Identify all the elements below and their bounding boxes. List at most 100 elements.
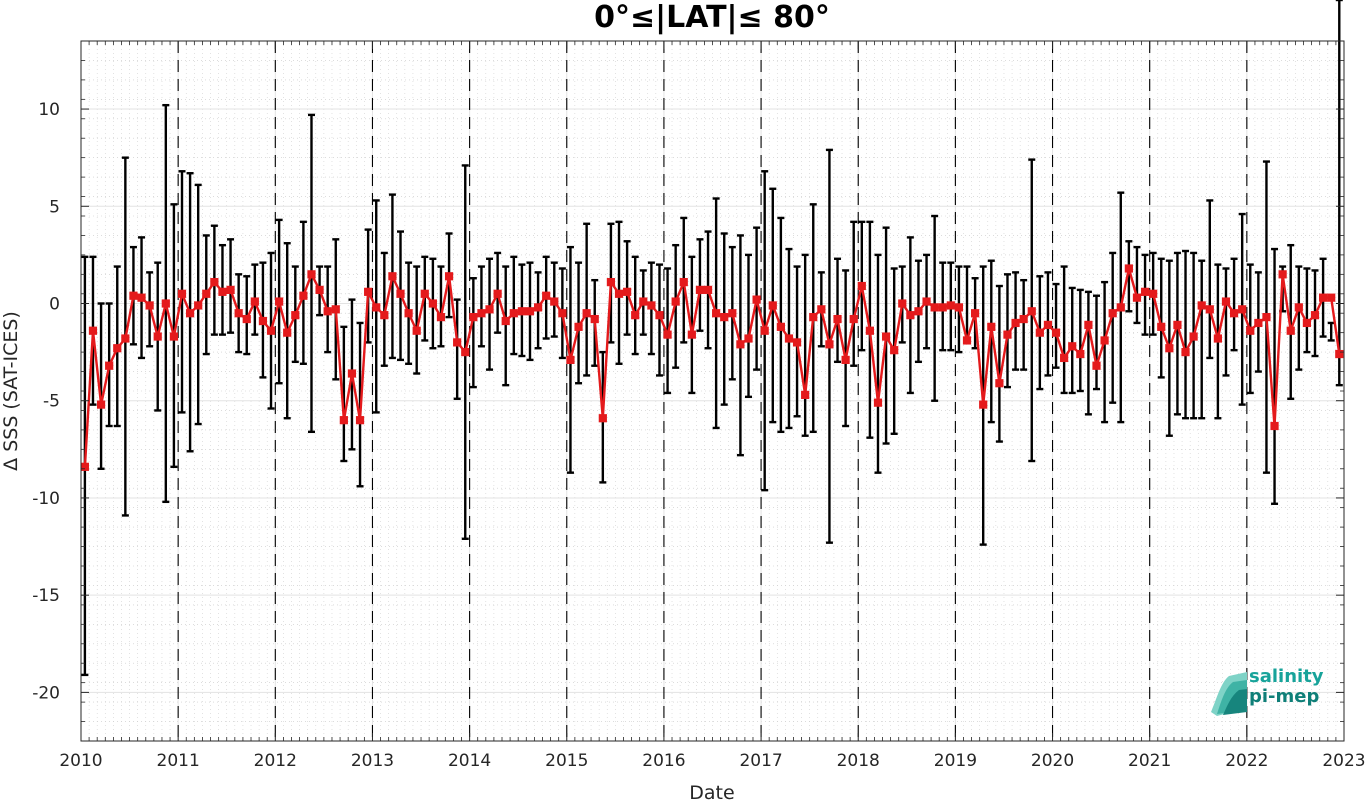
data-point [1246,326,1255,335]
chart-title: 0°≤|LAT|≤ 80° [594,0,830,35]
data-point [266,326,276,335]
data-point [752,295,761,304]
data-point [954,303,964,312]
salinity-pi-mep-logo: salinity pi-mep [1207,668,1337,718]
data-point [453,338,462,347]
y-tick-label: -15 [32,586,60,606]
data-point [355,416,365,425]
data-point [96,400,106,409]
data-point [1019,314,1028,324]
data-point [1035,328,1044,337]
data-point [962,336,972,345]
data-point [703,285,713,294]
data-point [825,340,834,349]
y-tick-label: -10 [32,489,60,509]
data-point [914,307,923,316]
data-point [380,311,389,320]
x-tick-label: 2018 [837,751,880,771]
data-point [315,285,324,294]
data-point [1213,334,1222,343]
data-point [250,297,259,306]
data-point [372,303,381,312]
data-point [1157,322,1166,331]
data-point [1092,361,1101,370]
logo-text-line1: salinity [1249,666,1324,687]
data-point [1327,293,1336,302]
x-tick-label: 2015 [545,751,588,771]
data-point [493,289,502,298]
data-point [1140,287,1150,296]
data-point [258,316,268,326]
data-point [1149,289,1158,298]
data-point [501,316,510,326]
data-point [1100,336,1109,345]
data-point [671,297,680,306]
data-point [817,305,826,314]
data-point [105,361,114,370]
data-point [574,322,583,331]
axis-ticks: 2010 2011 2012 2013 2014 2015 2016 2017 2018 2019… [32,40,1366,771]
data-point [161,299,170,308]
data-point [679,278,688,287]
data-point [339,416,348,425]
x-tick-label: 2022 [1225,751,1268,771]
data-point [347,369,357,378]
data-point [477,309,486,318]
data-point [792,338,802,347]
data-point [922,297,931,306]
data-point [242,314,251,324]
data-point [663,330,672,339]
data-point [744,334,753,343]
data-point [768,301,777,310]
data-point [323,307,332,316]
data-point [177,289,187,298]
data-point [129,291,138,300]
data-point [299,291,308,300]
data-point [712,309,721,318]
logo-text-line2: pi-mep [1249,686,1320,707]
data-point [906,311,915,320]
y-axis-label: Δ SSS (SAT-ICES) [0,311,22,471]
data-point [801,390,810,399]
data-point [1294,303,1303,312]
data-point [655,311,664,320]
data-point [841,355,850,364]
data-point [1335,349,1344,359]
data-point [946,301,955,310]
data-point [1270,421,1279,431]
data-point [1060,353,1069,363]
data-point [153,332,162,341]
data-point [1108,309,1117,318]
data-point [1027,307,1036,316]
x-tick-label: 2012 [254,751,297,771]
data-point [1051,328,1061,337]
data-point [218,287,227,296]
data-point [283,328,292,337]
data-point [234,309,243,318]
x-tick-label: 2011 [157,751,200,771]
data-point [1302,318,1312,328]
data-point [849,314,858,324]
data-point [647,301,656,310]
data-point [776,322,785,331]
data-point [566,355,575,364]
data-point [1319,293,1328,302]
data-point [1181,348,1190,357]
y-tick-label: -20 [32,683,60,703]
data-point [542,291,551,300]
y-tick-label: -5 [43,392,60,412]
data-point [331,305,340,314]
x-axis-label: Date [689,782,734,801]
data-point [736,340,745,349]
data-point [121,334,130,343]
data-point [1116,303,1125,312]
data-point [485,305,494,314]
wave-icon [1211,672,1247,716]
data-point [1165,344,1174,353]
data-point [420,289,429,298]
data-point [1003,330,1012,339]
data-point [1262,313,1271,322]
data-point [210,278,219,287]
x-tick-label: 2021 [1128,751,1171,771]
data-point [938,303,947,312]
